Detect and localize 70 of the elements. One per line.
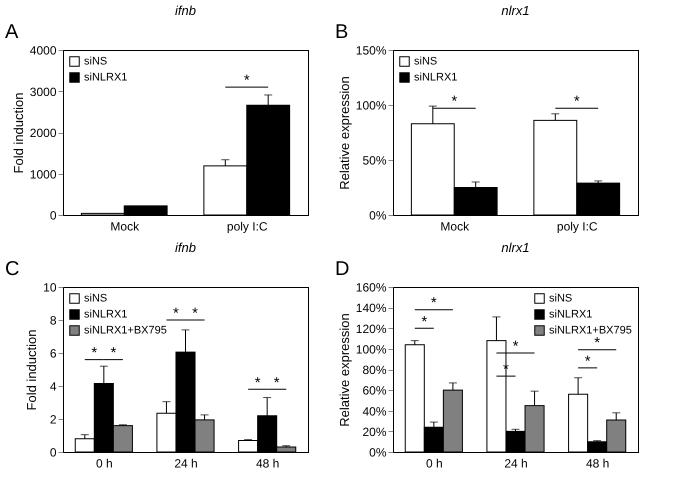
annotation: * — [192, 305, 198, 322]
annotation: * — [244, 72, 250, 90]
legend-label: siNS — [414, 56, 438, 68]
y-tick-label: 160% — [356, 280, 387, 294]
text: A — [5, 21, 19, 43]
legend-label: siNLRX1+BX795 — [549, 324, 632, 336]
annotation: * — [584, 352, 591, 370]
x-tick-label: 0 h — [96, 456, 113, 470]
chart-title: nlrx1 — [501, 3, 530, 18]
y-axis-title: Relative expression — [336, 76, 352, 190]
x-tick-label: 24 h — [174, 456, 198, 470]
annotation: * — [594, 334, 600, 352]
x-tick-label: poly I:C — [556, 220, 598, 234]
y-axis-title: Fold induction — [24, 330, 40, 410]
annotation: * — [110, 344, 116, 362]
y-tick-label: 10 — [43, 280, 57, 294]
y-tick-label: 4 — [50, 380, 57, 394]
legend-label: siNS — [549, 292, 572, 304]
x-tick-label: poly I:C — [226, 220, 268, 234]
y-tick-label: 2000 — [30, 126, 57, 140]
y-tick-label: 100% — [356, 98, 387, 112]
x-tick-label: Mock — [110, 220, 140, 234]
y-tick-label: 6 — [50, 346, 57, 360]
y-tick-label: 60% — [362, 384, 387, 398]
annotation: * — [254, 374, 261, 392]
chart-title: ifnb — [175, 3, 196, 18]
y-tick-label: 2 — [50, 412, 57, 426]
legend-label: siNLRX1 — [84, 72, 128, 84]
x-tick-label: 0 h — [426, 456, 443, 470]
y-tick-label: 0 — [50, 446, 57, 460]
text: B — [335, 21, 348, 43]
y-tick-label: 20% — [362, 424, 387, 439]
legend-label: siNLRX1 — [549, 308, 592, 320]
chart-title: ifnb — [175, 240, 196, 255]
text: D — [335, 258, 350, 280]
y-tick-label: 80% — [362, 363, 387, 377]
legend-label: siNS — [84, 292, 108, 304]
y-axis-title: Fold induction — [10, 92, 26, 174]
annotation: * — [91, 344, 98, 362]
y-tick-label: 0 — [50, 208, 57, 222]
y-tick-label: 40% — [362, 404, 387, 418]
annotation: * — [451, 93, 458, 110]
legend-label: siNLRX1 — [84, 308, 128, 320]
y-tick-label: 3000 — [30, 84, 57, 99]
y-tick-label: 100% — [356, 342, 387, 356]
legend-label: siNLRX1+BX795 — [84, 324, 167, 336]
legend-label: siNS — [84, 56, 108, 68]
annotation: * — [574, 93, 580, 110]
text: C — [5, 258, 20, 280]
y-tick-label: 50% — [362, 154, 387, 168]
y-tick-label: 120% — [356, 322, 387, 336]
y-axis-title: Relative expression — [336, 313, 352, 427]
x-tick-label: 24 h — [504, 456, 528, 470]
y-tick-label: 150% — [356, 44, 387, 58]
y-tick-label: 0% — [369, 446, 387, 460]
x-tick-label: Mock — [440, 220, 470, 234]
annotation: * — [512, 338, 519, 355]
chart-title: nlrx1 — [501, 240, 530, 255]
y-tick-label: 4000 — [30, 44, 57, 58]
annotation: * — [430, 294, 437, 312]
x-tick-label: 48 h — [256, 456, 280, 470]
x-tick-label: 48 h — [586, 456, 610, 470]
y-tick-label: 1000 — [30, 167, 57, 182]
y-tick-label: 8 — [50, 314, 57, 328]
y-tick-label: 140% — [356, 301, 387, 316]
annotation: * — [173, 305, 180, 322]
annotation: * — [274, 374, 280, 392]
legend-label: siNLRX1 — [414, 72, 458, 84]
annotation: * — [421, 313, 428, 330]
y-tick-label: 0% — [369, 208, 387, 222]
